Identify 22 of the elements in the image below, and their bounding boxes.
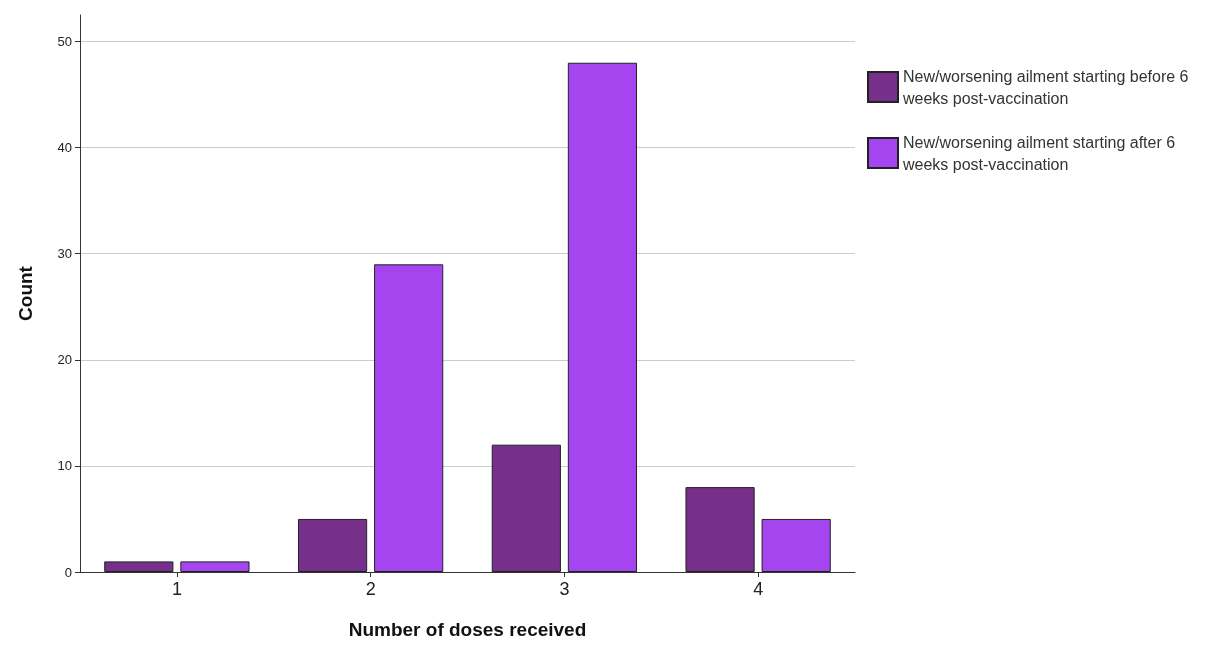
y-tick-label: 40: [57, 140, 72, 156]
legend-label: New/worsening ailment starting after 6 weeks post-vaccination: [902, 133, 1180, 173]
y-axis-title: Count: [15, 265, 36, 321]
legend-label: New/worsening ailment starting before 6 weeks post-vaccination: [902, 67, 1193, 107]
bar: [180, 561, 250, 572]
y-tick-label: 30: [57, 246, 72, 262]
bar: [761, 518, 831, 572]
bar: [104, 561, 174, 572]
bar: [297, 518, 368, 572]
bar: [491, 444, 561, 572]
y-tick-label: 20: [57, 352, 72, 368]
x-tick-label: 1: [171, 579, 182, 599]
bar: [374, 264, 444, 572]
x-axis-title: Number of doses received: [348, 619, 587, 640]
y-tick-label: 10: [57, 458, 72, 474]
bar: [685, 487, 755, 572]
bar: [567, 62, 638, 572]
y-tick-label: 50: [57, 34, 72, 50]
x-tick-label: 3: [559, 579, 570, 599]
y-tick-label: 0: [64, 564, 72, 580]
x-tick-label: 2: [365, 579, 376, 599]
x-tick-label: 4: [753, 579, 764, 599]
